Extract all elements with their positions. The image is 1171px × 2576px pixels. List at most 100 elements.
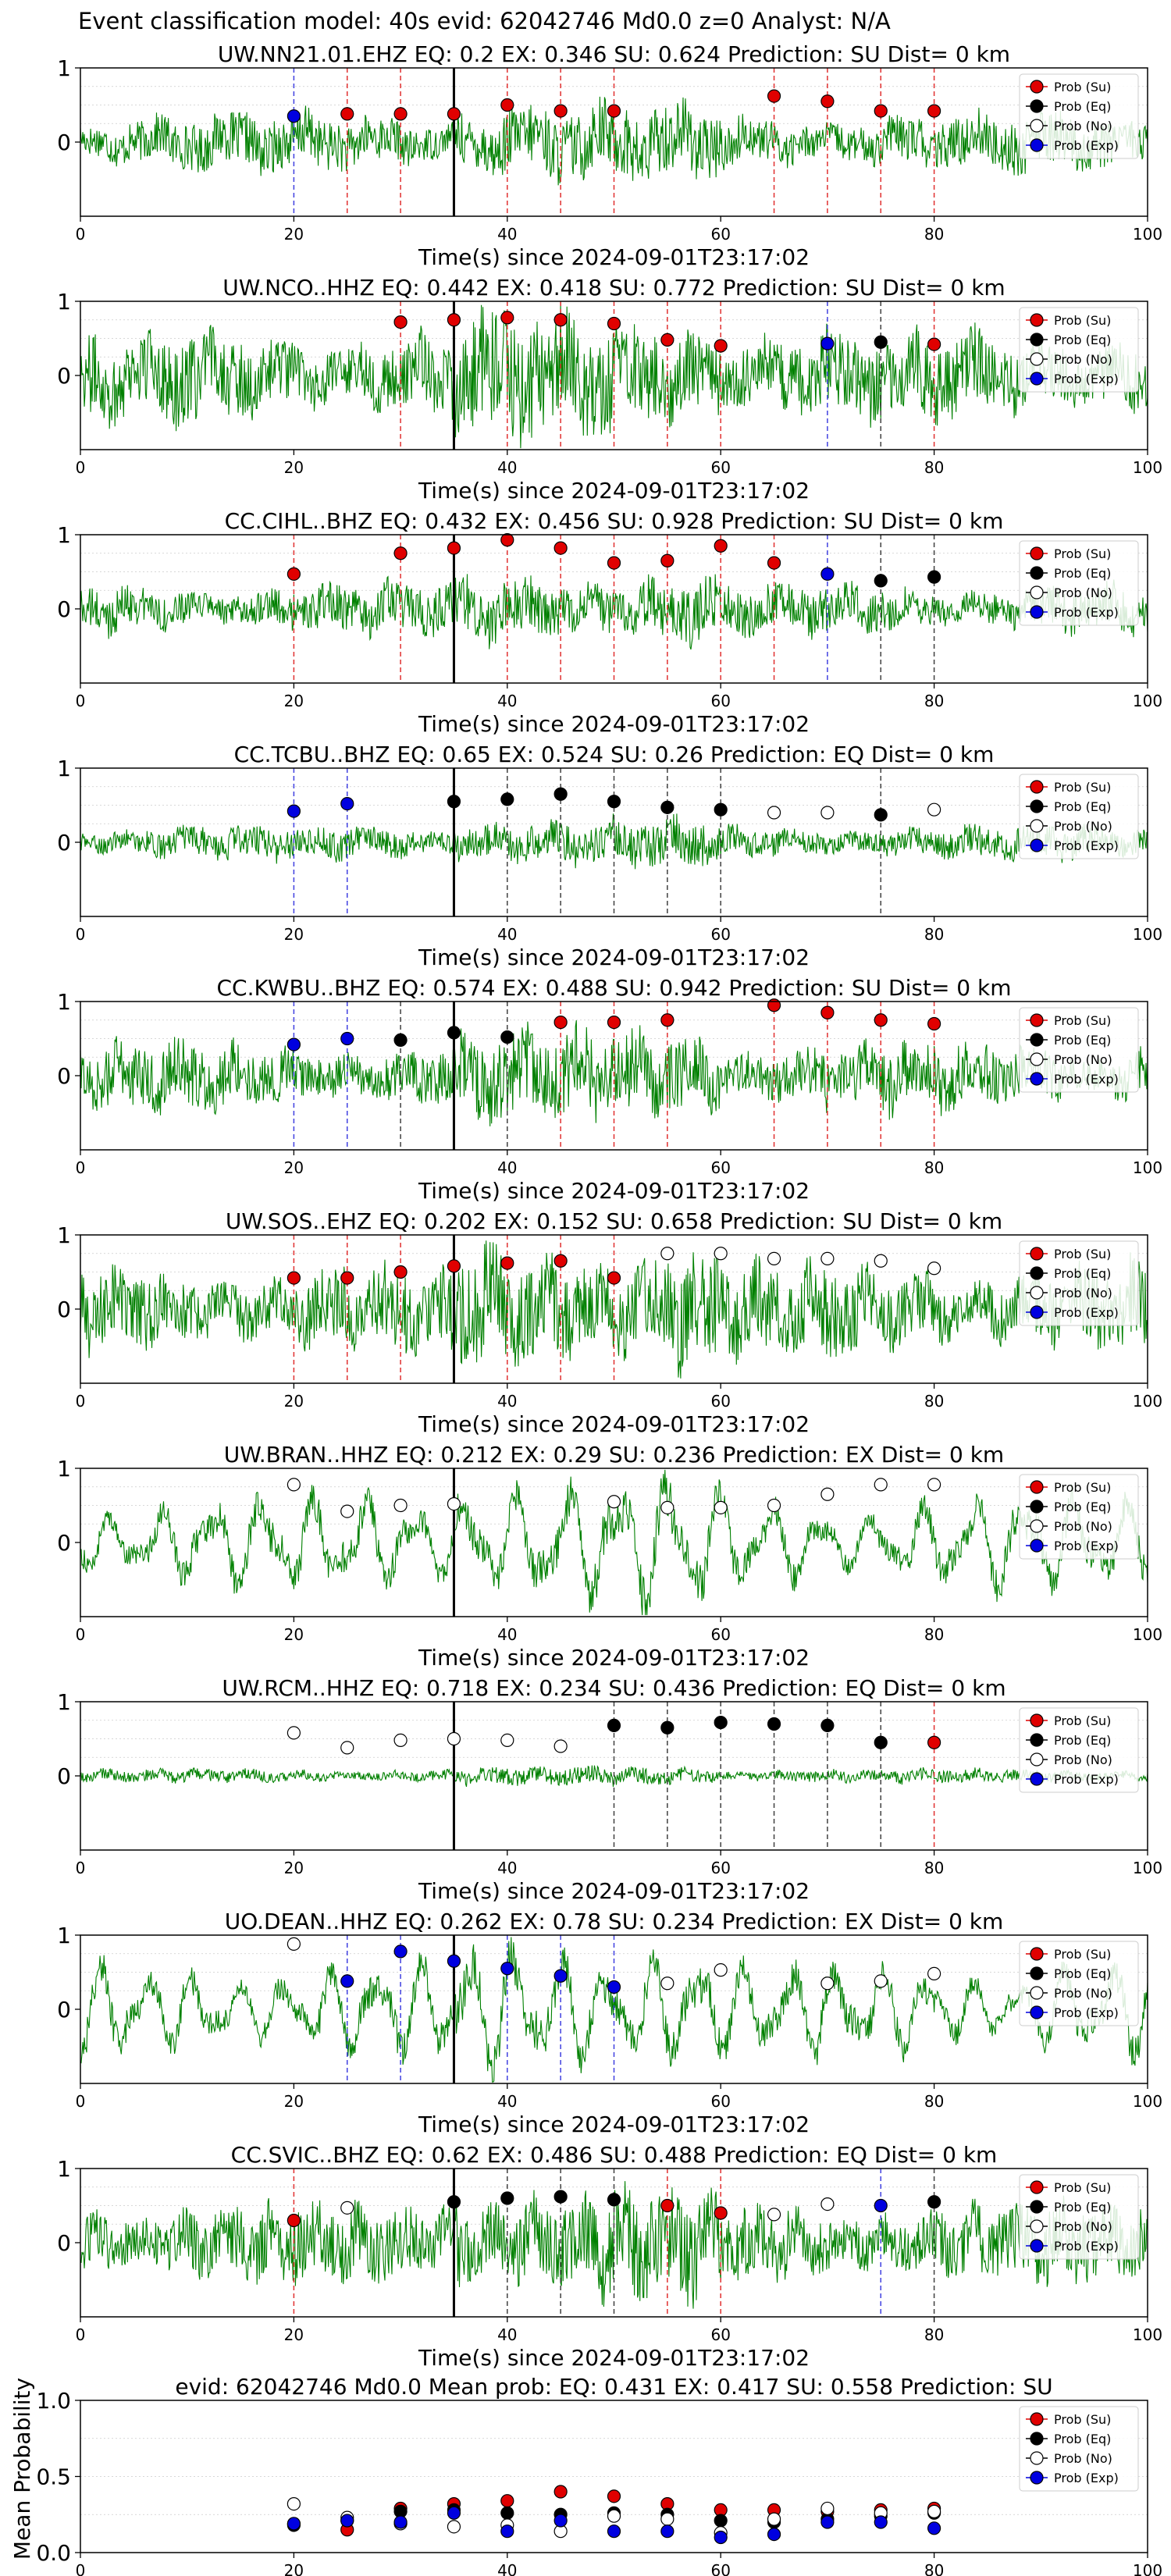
legend-marker <box>1030 1713 1044 1727</box>
prob-point-su <box>447 107 461 121</box>
prob-point-su <box>927 104 941 118</box>
y-axis: 01 <box>57 1923 80 2023</box>
legend-entry-no: Prob (No) <box>1026 1286 1112 1300</box>
legend-box <box>1019 73 1139 159</box>
x-tick-label: 80 <box>924 692 944 710</box>
x-tick-label: 20 <box>284 925 304 944</box>
prob-point-su <box>500 1256 514 1270</box>
y-tick-label: 0 <box>57 363 71 389</box>
probability-points <box>287 533 941 588</box>
x-tick-label: 40 <box>497 2325 517 2344</box>
prob-point-eq <box>607 2193 621 2207</box>
prob-point-eq <box>553 2190 568 2204</box>
mean-point-exp <box>767 2528 781 2542</box>
x-tick-label: 100 <box>1133 2561 1162 2576</box>
legend-marker <box>1030 1966 1044 1980</box>
panel-title: UW.NCO..HHZ EQ: 0.442 EX: 0.418 SU: 0.77… <box>222 275 1005 301</box>
x-tick-label: 40 <box>497 1158 517 1177</box>
x-tick-label: 20 <box>284 2561 304 2576</box>
legend-entry-no: Prob (No) <box>1026 1519 1112 1534</box>
x-tick-label: 0 <box>76 1625 86 1644</box>
y-tick-label: 1 <box>57 1222 71 1248</box>
x-tick-label: 80 <box>924 1859 944 1877</box>
x-tick-label: 80 <box>924 225 944 244</box>
x-tick-label: 80 <box>924 1158 944 1177</box>
x-tick-label: 60 <box>710 2325 730 2344</box>
station-panel-8: UW.RCM..HHZ EQ: 0.718 EX: 0.234 SU: 0.43… <box>57 1675 1162 1904</box>
y-tick-label: 0.0 <box>36 2540 71 2566</box>
prob-point-no <box>927 1261 941 1276</box>
legend-entry-exp: Prob (Exp) <box>1026 372 1119 386</box>
legend-entry-exp: Prob (Exp) <box>1026 2239 1119 2254</box>
prob-point-no <box>714 1500 728 1514</box>
station-panel-4: CC.TCBU..BHZ EQ: 0.65 EX: 0.524 SU: 0.26… <box>57 742 1162 970</box>
mean-point-no <box>820 2501 835 2516</box>
legend: Prob (Su) Prob (Eq) Prob (No) Prob (Exp) <box>1019 1474 1139 1560</box>
station-panel-10: CC.SVIC..BHZ EQ: 0.62 EX: 0.486 SU: 0.48… <box>57 2142 1162 2371</box>
prob-point-no <box>553 1739 568 1753</box>
prob-point-su <box>820 1005 835 1019</box>
x-axis-label: Time(s) since 2024-09-01T23:17:02 <box>418 1645 810 1670</box>
prob-point-su <box>714 539 728 553</box>
prob-point-no <box>767 1498 781 1513</box>
legend-marker <box>1030 119 1044 133</box>
x-axis: 0 20 40 60 80 100 <box>76 1150 1162 1177</box>
legend-label: Prob (Su) <box>1054 1713 1111 1728</box>
x-axis: 0 20 40 60 80 100 <box>76 2083 1162 2111</box>
legend-label: Prob (Exp) <box>1054 138 1119 153</box>
x-tick-label: 20 <box>284 2325 304 2344</box>
x-axis: 0 20 40 60 80 100 <box>76 2553 1162 2576</box>
prob-point-no <box>660 1247 674 1261</box>
legend-box <box>1019 1007 1139 1093</box>
legend-entry-eq: Prob (Eq) <box>1026 99 1111 114</box>
legend-label: Prob (No) <box>1054 1752 1112 1767</box>
legend-entry-no: Prob (No) <box>1026 2451 1112 2466</box>
legend: Prob (Su) Prob (Eq) Prob (No) Prob (Exp) <box>1019 540 1139 626</box>
mean-point-exp <box>714 2530 728 2545</box>
mean-point-no <box>767 2512 781 2526</box>
mean-point-su <box>553 2485 568 2499</box>
legend: Prob (Su) Prob (Eq) Prob (No) Prob (Exp) <box>1019 1941 1139 2026</box>
legend-entry-su: Prob (Su) <box>1026 546 1111 561</box>
x-tick-label: 100 <box>1133 2325 1162 2344</box>
x-tick-label: 0 <box>76 225 86 244</box>
prob-point-exp <box>287 804 301 818</box>
probability-points <box>287 2190 941 2228</box>
panel-title: CC.CIHL..BHZ EQ: 0.432 EX: 0.456 SU: 0.9… <box>225 508 1004 534</box>
prob-point-su <box>340 1271 354 1285</box>
legend-marker <box>1030 819 1044 833</box>
x-tick-label: 20 <box>284 1625 304 1644</box>
prob-point-exp <box>340 796 354 811</box>
legend-label: Prob (Eq) <box>1054 1033 1111 1048</box>
prob-point-eq <box>820 1718 835 1732</box>
legend-entry-exp: Prob (Exp) <box>1026 1539 1119 1553</box>
y-tick-label: 0 <box>57 1763 71 1789</box>
prob-point-no <box>874 1974 888 1988</box>
legend-label: Prob (Exp) <box>1054 605 1119 620</box>
legend-marker <box>1030 1480 1044 1494</box>
mean-point-su <box>500 2494 514 2508</box>
prob-point-su <box>607 556 621 570</box>
legend-entry-eq: Prob (Eq) <box>1026 1266 1111 1281</box>
prob-point-su <box>500 98 514 112</box>
legend: Prob (Su) Prob (Eq) Prob (No) Prob (Exp) <box>1019 307 1139 393</box>
station-panel-2: UW.NCO..HHZ EQ: 0.442 EX: 0.418 SU: 0.77… <box>57 275 1162 503</box>
legend-label: Prob (Su) <box>1054 1013 1111 1028</box>
panel-title: UW.RCM..HHZ EQ: 0.718 EX: 0.234 SU: 0.43… <box>222 1675 1005 1701</box>
figure-suptitle: Event classification model: 40s evid: 62… <box>78 8 891 34</box>
legend-label: Prob (Eq) <box>1054 2200 1111 2215</box>
legend-marker <box>1030 2471 1044 2485</box>
panel-title: UW.SOS..EHZ EQ: 0.202 EX: 0.152 SU: 0.65… <box>226 1208 1002 1234</box>
station-panel-1: UW.NN21.01.EHZ EQ: 0.2 EX: 0.346 SU: 0.6… <box>57 41 1162 270</box>
prob-point-su <box>500 311 514 325</box>
x-tick-label: 0 <box>76 1158 86 1177</box>
probability-points <box>287 89 941 123</box>
x-tick-label: 0 <box>76 692 86 710</box>
legend-entry-su: Prob (Su) <box>1026 1247 1111 1261</box>
x-tick-label: 60 <box>710 1859 730 1877</box>
prob-point-su <box>287 1271 301 1285</box>
prob-point-su <box>553 1015 568 1030</box>
mean-point-exp <box>287 2517 301 2531</box>
y-axis: 01 <box>57 1222 80 1322</box>
x-axis: 0 20 40 60 80 100 <box>76 916 1162 944</box>
